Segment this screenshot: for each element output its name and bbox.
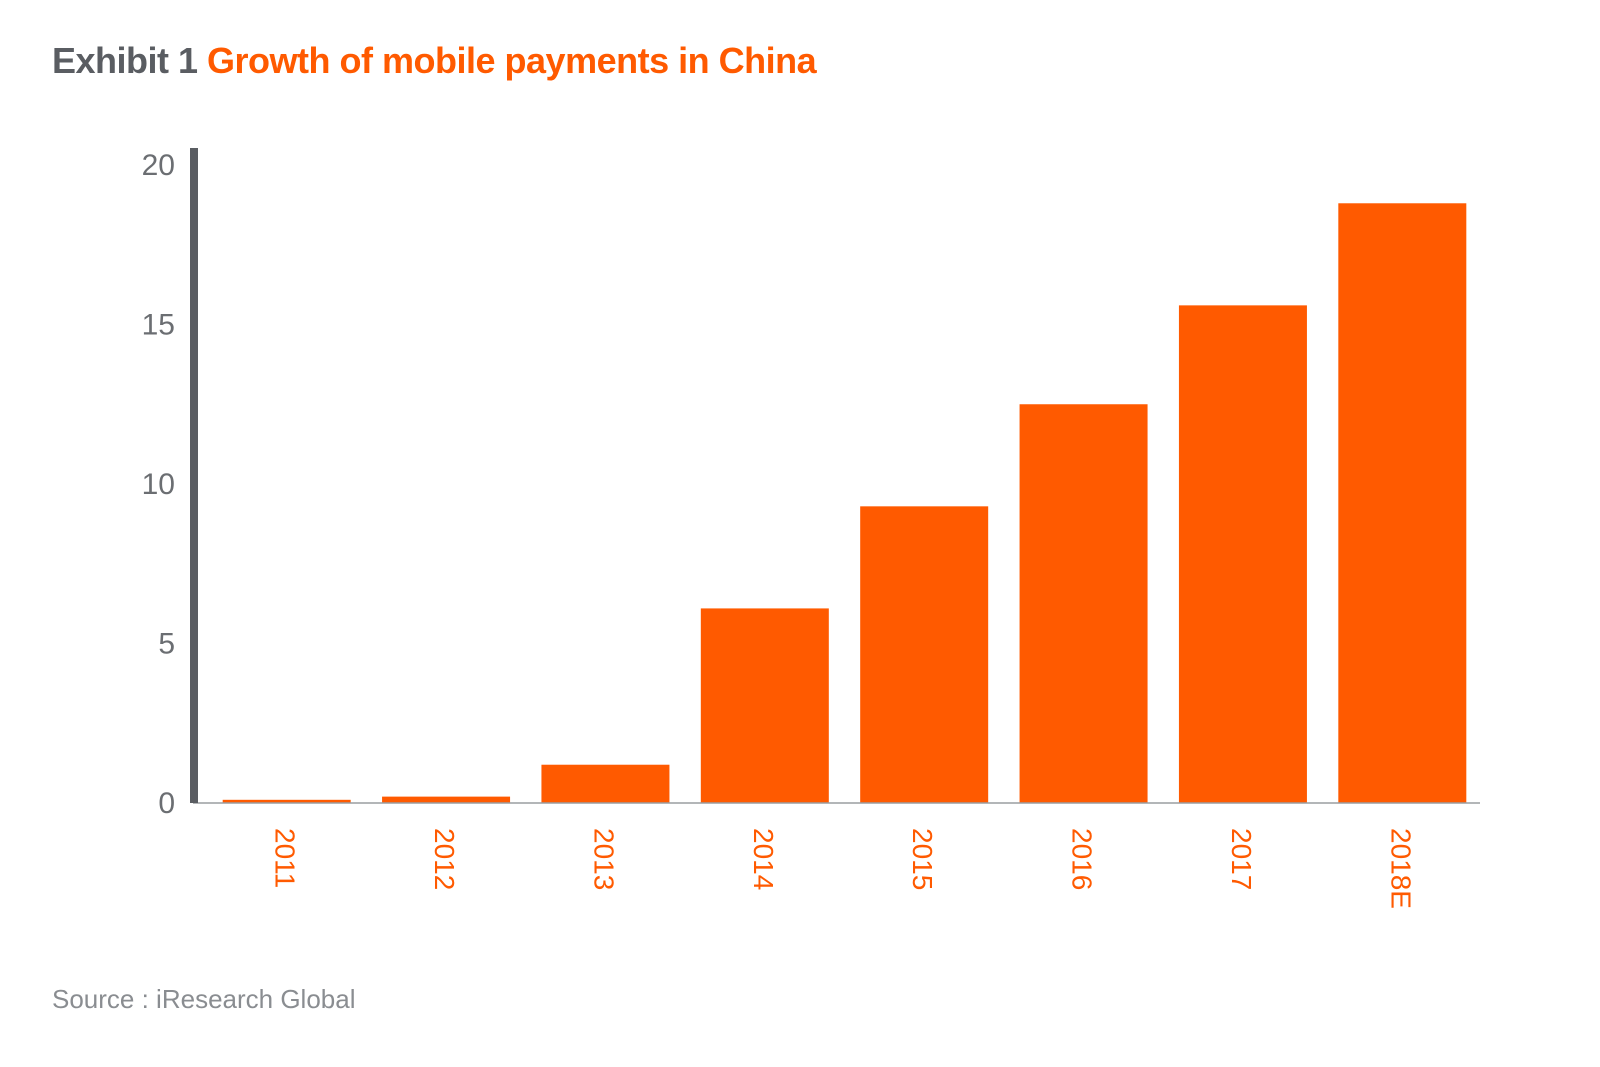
bar-2015	[860, 506, 989, 803]
bar-2013	[541, 764, 670, 803]
bar-2018E	[1338, 203, 1467, 803]
bar-chart: 2011 2012 2013 2014 2015 2016 2017 2018E 0 5 10 15 2…	[142, 148, 1480, 909]
chart-title-text: Growth of mobile payments in China	[207, 40, 817, 81]
y-tick-label: 0	[158, 787, 175, 820]
x-tick-label: 2017	[1226, 828, 1257, 890]
x-tick-label: 2015	[907, 828, 938, 890]
chart-title: Exhibit 1 Growth of mobile payments in C…	[52, 40, 817, 82]
x-tick-label: 2014	[748, 828, 779, 890]
bar-2014	[700, 608, 829, 803]
x-tick-label: 2013	[588, 828, 619, 890]
bar-2012	[382, 796, 511, 803]
y-axis-line	[190, 148, 198, 803]
y-tick-label: 5	[158, 628, 175, 661]
bar-2016	[1019, 404, 1148, 803]
y-tick-label: 20	[142, 149, 175, 182]
x-tick-label: 2016	[1067, 828, 1098, 890]
exhibit-label: Exhibit 1	[52, 40, 198, 81]
y-tick-label: 10	[142, 468, 175, 501]
source-note: Source : iResearch Global	[52, 984, 356, 1014]
bar-2011	[222, 799, 351, 803]
x-tick-label: 2011	[270, 828, 301, 888]
x-tick-label: 2012	[429, 828, 460, 890]
bar-2017	[1178, 305, 1307, 803]
x-tick-label: 2018E	[1385, 828, 1416, 909]
y-tick-label: 15	[142, 309, 175, 342]
